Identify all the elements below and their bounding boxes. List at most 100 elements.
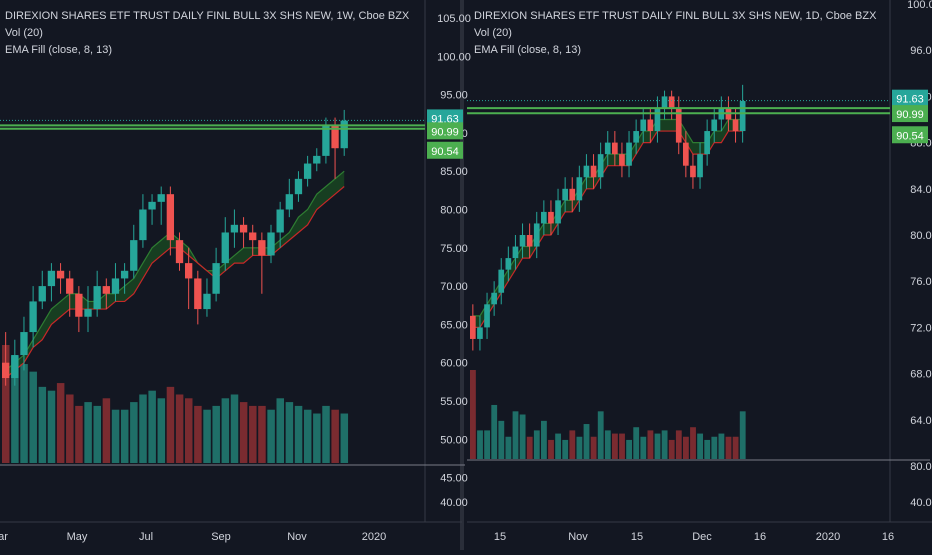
right-candle-body[interactable]: [498, 269, 505, 293]
right-volume-bar: [640, 436, 647, 459]
right-candle-body[interactable]: [541, 211, 547, 224]
left-candle-body[interactable]: [331, 125, 339, 149]
right-volume-bar: [683, 436, 689, 459]
right-candle-body[interactable]: [583, 165, 590, 178]
right-candle-body[interactable]: [604, 142, 611, 155]
left-price-tick: 65.00: [440, 319, 468, 331]
right-candle-body[interactable]: [505, 258, 512, 270]
left-candle-body[interactable]: [212, 263, 220, 294]
right-candle-body[interactable]: [548, 211, 554, 224]
left-candle-body[interactable]: [148, 201, 156, 210]
right-candle-body[interactable]: [590, 165, 597, 178]
right-candle-body[interactable]: [626, 142, 632, 166]
right-volume-bar: [704, 439, 711, 459]
left-candle-body[interactable]: [185, 263, 193, 279]
left-candle-body[interactable]: [276, 209, 284, 233]
left-candle-body[interactable]: [340, 120, 348, 149]
right-candle-body[interactable]: [491, 292, 497, 305]
left-candle-body[interactable]: [47, 270, 56, 287]
left-candle-body[interactable]: [203, 293, 211, 310]
right-candle-body[interactable]: [484, 304, 490, 328]
left-volume-bar: [157, 398, 166, 463]
right-candle-body[interactable]: [562, 188, 568, 201]
left-price-tick: 95.00: [440, 90, 468, 102]
right-candle-body[interactable]: [619, 154, 625, 166]
left-candle-body[interactable]: [166, 194, 175, 241]
left-candle-body[interactable]: [313, 155, 321, 164]
left-price-badge: [427, 122, 463, 140]
left-candle-body[interactable]: [84, 309, 92, 317]
left-candle-body[interactable]: [102, 286, 110, 294]
right-candle-body[interactable]: [477, 327, 483, 339]
left-candle-body[interactable]: [230, 224, 239, 233]
left-candle-body[interactable]: [322, 125, 330, 156]
left-candle-body[interactable]: [139, 209, 147, 241]
left-candle-body[interactable]: [20, 332, 28, 356]
left-volume-bar: [29, 371, 37, 463]
left-candle-body[interactable]: [303, 163, 312, 179]
right-volume-bar: [484, 430, 491, 459]
left-candle-body[interactable]: [11, 355, 19, 379]
left-volume-bar: [303, 409, 312, 463]
right-candle-body[interactable]: [683, 142, 689, 166]
left-volume-bar: [276, 398, 285, 463]
right-candle-body[interactable]: [697, 154, 703, 178]
right-candle-body[interactable]: [555, 200, 561, 224]
left-candle-body[interactable]: [29, 301, 37, 333]
right-candle-body[interactable]: [512, 246, 519, 259]
left-candle-body[interactable]: [258, 240, 266, 256]
left-volume-bar: [258, 405, 266, 463]
right-candle-body[interactable]: [711, 119, 718, 132]
left-time-tick: May: [67, 531, 88, 543]
right-candle-body[interactable]: [647, 119, 654, 132]
left-candle-body[interactable]: [111, 278, 120, 294]
right-price-badge: [892, 126, 928, 144]
right-candle-body[interactable]: [661, 96, 668, 108]
left-candle-body[interactable]: [267, 232, 275, 256]
right-candle-body[interactable]: [526, 235, 533, 247]
right-candle-body[interactable]: [668, 96, 675, 108]
right-candle-body[interactable]: [640, 119, 647, 132]
left-price-badge: [427, 141, 463, 159]
left-candle-body[interactable]: [294, 178, 303, 195]
left-volume-bar: [2, 345, 10, 463]
left-volume-bar: [331, 409, 339, 463]
right-candle-body[interactable]: [739, 101, 746, 132]
right-candle-body[interactable]: [569, 188, 576, 201]
left-candle-body[interactable]: [285, 194, 293, 210]
right-candle-body[interactable]: [675, 107, 682, 143]
left-candle-body[interactable]: [130, 240, 138, 271]
left-candle-body[interactable]: [2, 362, 10, 379]
right-lower-price-tick: 80.00: [910, 461, 932, 473]
right-candle-body[interactable]: [470, 315, 476, 339]
left-candle-body[interactable]: [194, 278, 202, 310]
right-candle-body[interactable]: [654, 107, 661, 132]
right-candle-body[interactable]: [612, 142, 618, 155]
right-volume-bar: [626, 439, 633, 459]
right-candle-body[interactable]: [704, 131, 710, 155]
right-candle-body[interactable]: [690, 165, 696, 178]
right-candle-body[interactable]: [633, 131, 639, 143]
left-candle-body[interactable]: [75, 293, 83, 317]
left-candle-body[interactable]: [221, 232, 229, 264]
right-candle-body[interactable]: [732, 119, 739, 132]
left-candle-body[interactable]: [38, 286, 46, 302]
left-candle-body[interactable]: [93, 286, 101, 310]
right-time-tick: 16: [754, 531, 766, 543]
left-candle-body[interactable]: [239, 224, 248, 233]
left-price-tick: 50.00: [440, 434, 468, 446]
left-candle-body[interactable]: [66, 278, 74, 294]
right-volume-bar: [718, 433, 725, 459]
right-candle-body[interactable]: [519, 235, 526, 247]
left-candle-body[interactable]: [56, 270, 65, 279]
right-candle-body[interactable]: [533, 223, 540, 247]
left-candle-body[interactable]: [249, 232, 257, 241]
left-candle-body[interactable]: [157, 194, 165, 202]
right-volume-bar: [690, 427, 696, 459]
right-candle-body[interactable]: [597, 154, 604, 178]
left-candle-body[interactable]: [120, 270, 129, 279]
left-candle-body[interactable]: [175, 240, 184, 264]
right-candle-body[interactable]: [576, 177, 583, 201]
left-volume-bar: [175, 394, 184, 463]
